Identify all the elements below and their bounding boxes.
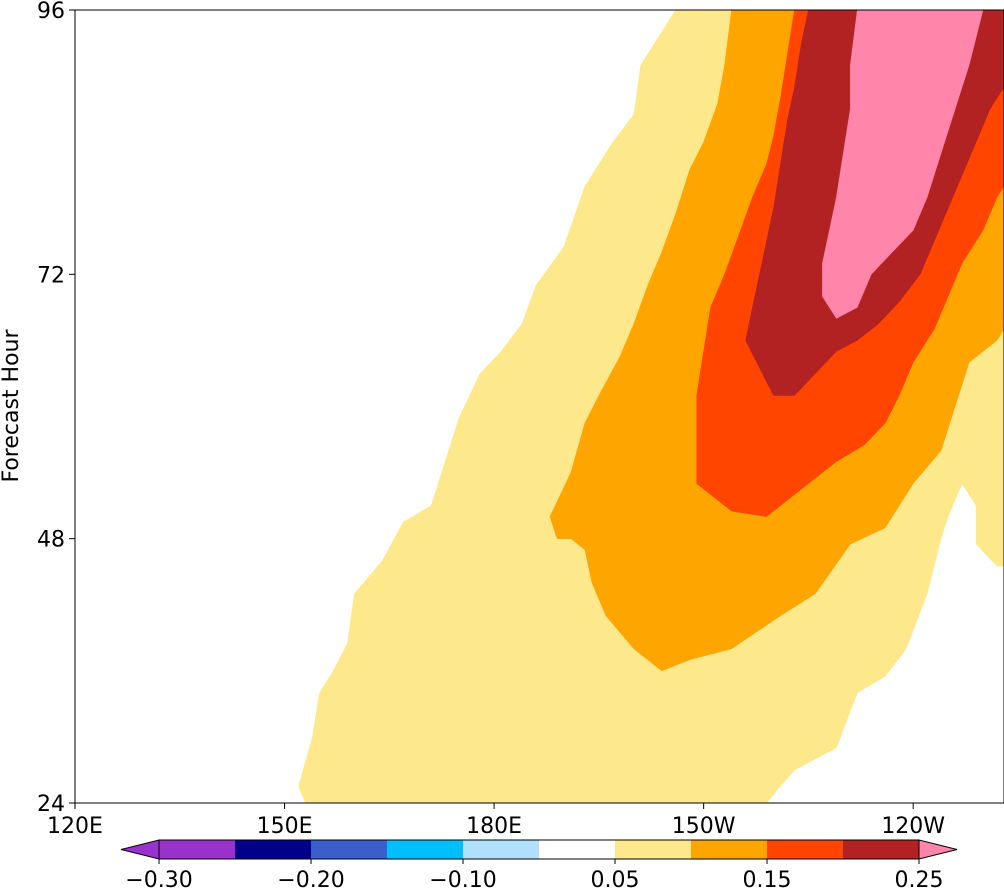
colorbar-tick-label: 0.15 bbox=[743, 868, 792, 893]
colorbar-segment bbox=[387, 840, 464, 859]
x-tick-label: 150W bbox=[672, 814, 736, 839]
colorbar-extend-high bbox=[918, 839, 958, 860]
y-tick-label: 96 bbox=[37, 0, 65, 24]
y-tick-label: 24 bbox=[37, 792, 65, 817]
x-tick-label: 180E bbox=[466, 814, 522, 839]
y-axis-title: Forecast Hour bbox=[0, 329, 24, 483]
colorbar-segment bbox=[311, 840, 388, 859]
colorbar-tick-label: −0.20 bbox=[277, 868, 344, 893]
colorbar-segment bbox=[463, 840, 540, 859]
y-tick-label: 72 bbox=[37, 263, 65, 288]
y-tick-label: 48 bbox=[37, 528, 65, 553]
colorbar-tick-label: −0.10 bbox=[429, 868, 496, 893]
x-tick-label: 120W bbox=[881, 814, 945, 839]
colorbar-extend-low bbox=[120, 839, 160, 860]
x-tick-label: 120E bbox=[47, 814, 103, 839]
colorbar-tick-label: −0.30 bbox=[125, 868, 192, 893]
colorbar-frame bbox=[158, 839, 920, 860]
colorbar-tick-label: 0.05 bbox=[591, 868, 640, 893]
contour-band--0-25-0 bbox=[822, 10, 984, 319]
colorbar-segment bbox=[615, 840, 692, 859]
colorbar-segment bbox=[539, 840, 616, 859]
y-axis-ticks: 24 48 72 96 bbox=[37, 0, 75, 817]
colorbar-segment bbox=[843, 840, 920, 859]
plot-frame bbox=[74, 9, 1004, 804]
colorbar-tick-label: 0.25 bbox=[895, 868, 944, 893]
contour-bands bbox=[298, 10, 1004, 803]
x-axis-ticks: 120E 150E 180E 150W 120W bbox=[47, 803, 945, 839]
x-tick-label: 150E bbox=[257, 814, 313, 839]
colorbar-segment bbox=[691, 840, 768, 859]
colorbar-segment bbox=[767, 840, 844, 859]
colorbar: −0.30 −0.20 −0.10 0.05 0.15 0.25 bbox=[120, 839, 958, 893]
colorbar-segment bbox=[159, 840, 236, 859]
colorbar-segment bbox=[235, 840, 312, 859]
